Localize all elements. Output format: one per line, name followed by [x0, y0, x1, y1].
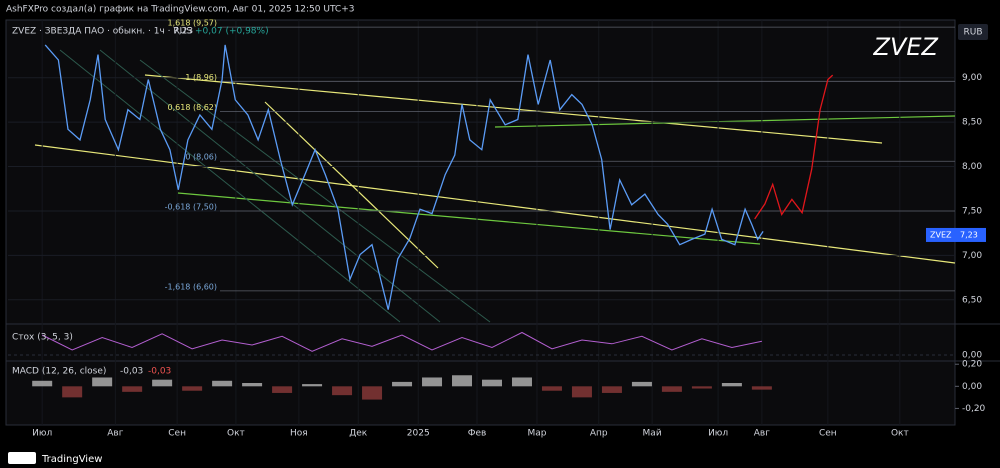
x-tick-label: Ноя: [290, 429, 308, 439]
trendline: [144, 74, 883, 144]
price-tag: [926, 227, 986, 242]
change: +0,07 (+0,98%): [195, 27, 269, 37]
macd-tick-label: 0,20: [962, 360, 982, 370]
x-tick-label: 2025: [407, 429, 430, 439]
macd-bar: [272, 386, 293, 393]
macd-bar: [751, 386, 772, 390]
macd-bar: [691, 386, 712, 389]
macd-bar: [122, 386, 143, 392]
macd-bar: [362, 386, 383, 400]
x-tick-label: Авг: [754, 429, 770, 439]
x-tick-label: Июл: [32, 429, 52, 439]
caption: AshFXPro создал(а) график на TradingView…: [6, 5, 354, 15]
trendline: [494, 115, 956, 128]
x-tick-label: Сен: [819, 429, 837, 439]
macd-bar: [242, 383, 263, 387]
stoch-tick-label: 0,00: [962, 351, 982, 361]
macd-bar: [212, 380, 233, 387]
x-tick-label: Авг: [107, 429, 123, 439]
macd-bar: [511, 377, 532, 387]
macd-value: -0,03: [120, 367, 143, 377]
footer-logo: TradingView: [41, 454, 102, 465]
macd-bar: [721, 383, 742, 387]
x-tick-label: Май: [643, 429, 662, 439]
macd-bar: [32, 380, 53, 387]
x-tick-label: Мар: [527, 429, 546, 439]
macd-bar: [481, 379, 502, 387]
symbol-line: ZVEZ · ЗВЕЗДА ПАО · обыкн. · 1ч · RUS: [12, 27, 192, 37]
price-line: [754, 74, 834, 220]
trendline: [177, 192, 761, 245]
macd-bar: [601, 386, 622, 393]
channel-line: [99, 49, 441, 323]
watermark: ZVEZ: [873, 33, 939, 61]
fib-label: 0,618 (8,62): [168, 103, 218, 112]
x-tick-label: Дек: [349, 429, 368, 439]
y-tick-label: 6,50: [962, 295, 982, 305]
macd-bar: [452, 375, 473, 387]
macd-bar: [422, 377, 443, 387]
x-tick-label: Фев: [468, 429, 487, 439]
y-tick-label: 9,00: [962, 73, 982, 83]
stoch-label: Стох (3, 5, 3): [12, 333, 73, 343]
macd-bar: [631, 381, 652, 387]
signal-value: -0,03: [148, 367, 171, 377]
macd-bar: [152, 379, 173, 387]
channel-line: [139, 59, 491, 323]
fib-label: 1,618 (9,57): [168, 19, 218, 28]
price-tag-symbol: ZVEZ: [930, 230, 952, 239]
macd-bar: [541, 386, 562, 391]
currency: RUB: [963, 28, 982, 38]
chart-frame: [5, 19, 956, 426]
fib-label: 0 (8,06): [185, 153, 217, 162]
trendline: [34, 144, 956, 264]
fib-label: -0,618 (7,50): [165, 202, 217, 211]
macd-bar: [661, 386, 682, 392]
y-tick-label: 7,50: [962, 206, 982, 216]
x-tick-label: Окт: [891, 429, 909, 439]
y-tick-label: 8,50: [962, 118, 982, 128]
channel-line: [59, 49, 401, 323]
macd-bar: [332, 386, 353, 396]
y-tick-label: 7,00: [962, 251, 982, 261]
macd-bar: [571, 386, 592, 398]
x-tick-label: Апр: [590, 429, 608, 439]
currency-box: [958, 24, 988, 40]
macd-bar: [392, 381, 413, 387]
price-tag-label: 7,23: [960, 230, 978, 239]
macd-tick-label: -0,20: [962, 404, 986, 414]
macd-tick-label: 0,00: [962, 382, 982, 392]
y-tick-label: 8,00: [962, 162, 982, 172]
macd-bar: [92, 377, 113, 387]
macd-bar: [302, 384, 323, 387]
macd-bar: [182, 386, 203, 391]
x-tick-label: Сен: [168, 429, 186, 439]
logo-mark: [8, 452, 36, 464]
fib-label: -1,618 (6,60): [165, 282, 217, 291]
fib-label: 1 (8,96): [185, 73, 217, 82]
x-tick-label: Июл: [708, 429, 728, 439]
price-line: [44, 44, 764, 310]
last-price: 7,23: [173, 27, 193, 37]
macd-bar: [62, 386, 83, 398]
stoch-line: [41, 331, 763, 352]
macd-label: MACD (12, 26, close): [12, 367, 106, 377]
x-tick-label: Окт: [227, 429, 245, 439]
